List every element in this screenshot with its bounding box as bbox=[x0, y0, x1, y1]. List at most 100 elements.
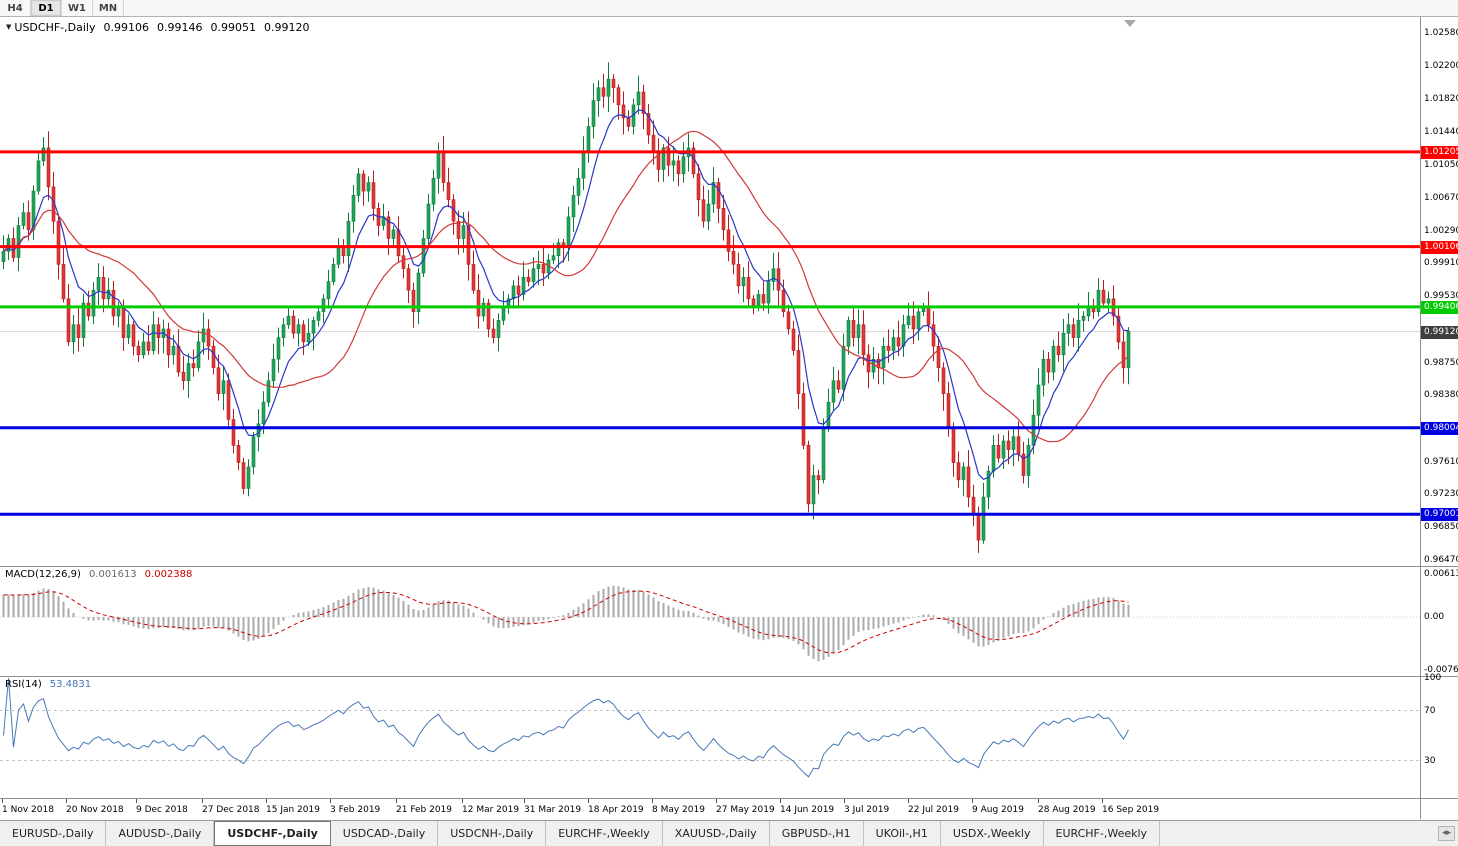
price-axis-label: 1.01820 bbox=[1424, 94, 1458, 104]
macd-axis-label: 0.00613 bbox=[1424, 569, 1458, 579]
date-label: 21 Feb 2019 bbox=[396, 805, 453, 815]
date-tick bbox=[908, 799, 909, 803]
price-axis-label: 1.01440 bbox=[1424, 127, 1458, 137]
date-label: 22 Jul 2019 bbox=[908, 805, 959, 815]
chevron-down-icon[interactable]: ▼ bbox=[6, 23, 12, 31]
chart-tab-usdchf-daily[interactable]: USDCHF-,Daily bbox=[214, 821, 331, 846]
date-tick bbox=[330, 799, 331, 803]
macd-signal-value: 0.002388 bbox=[144, 569, 193, 580]
date-label: 3 Feb 2019 bbox=[330, 805, 381, 815]
macd-title: MACD(12,26,9) bbox=[5, 569, 81, 580]
date-tick bbox=[202, 799, 203, 803]
price-axis-label: 0.96850 bbox=[1424, 522, 1458, 532]
high-value: 0.99146 bbox=[156, 21, 203, 34]
chart-tab-usdx-weekly[interactable]: USDX-,Weekly bbox=[941, 821, 1044, 846]
macd-axis-label: 0.00 bbox=[1424, 612, 1445, 622]
rsi-value: 53.4831 bbox=[49, 679, 92, 690]
date-label: 12 Mar 2019 bbox=[462, 805, 520, 815]
date-tick bbox=[66, 799, 67, 803]
price-axis-label: 0.98380 bbox=[1424, 390, 1458, 400]
chart-tab-ukoil-h1[interactable]: UKOil-,H1 bbox=[864, 821, 941, 846]
chart-tab-eurchf-weekly[interactable]: EURCHF-,Weekly bbox=[546, 821, 663, 846]
chart-tab-eurusd-daily[interactable]: EURUSD-,Daily bbox=[0, 821, 107, 846]
date-label: 31 Mar 2019 bbox=[524, 805, 582, 815]
panel-separator[interactable] bbox=[0, 676, 1458, 677]
macd-main-value: 0.001613 bbox=[88, 569, 137, 580]
timeframe-button-W1[interactable]: W1 bbox=[62, 0, 93, 16]
close-value: 0.99120 bbox=[263, 21, 310, 34]
rsi-header: RSI(14) 53.4831 bbox=[5, 679, 91, 690]
date-label: 1 Nov 2018 bbox=[2, 805, 54, 815]
panel-separator[interactable] bbox=[0, 566, 1458, 567]
chart-tab-usdcad-daily[interactable]: USDCAD-,Daily bbox=[331, 821, 439, 846]
timeframe-toolbar: H4 D1 W1 MN bbox=[0, 0, 1458, 17]
date-tick bbox=[716, 799, 717, 803]
price-axis[interactable]: 1.02580 1.02200 1.01820 1.01440 1.01050 1.006… bbox=[1421, 17, 1458, 819]
date-tick bbox=[972, 799, 973, 803]
price-axis-label: 1.00290 bbox=[1424, 226, 1458, 236]
price-tag: 1.00106 bbox=[1421, 241, 1458, 254]
price-axis-label: 1.00670 bbox=[1424, 193, 1458, 203]
date-label: 18 Apr 2019 bbox=[588, 805, 644, 815]
macd-indicator-chart[interactable] bbox=[0, 567, 1420, 676]
price-axis-label: 0.98750 bbox=[1424, 358, 1458, 368]
price-axis-label: 0.96470 bbox=[1424, 555, 1458, 565]
chart-tab-xauusd-daily[interactable]: XAUUSD-,Daily bbox=[663, 821, 770, 846]
date-tick bbox=[588, 799, 589, 803]
timeframe-button-H4[interactable]: H4 bbox=[0, 0, 31, 16]
macd-header: MACD(12,26,9) 0.001613 0.002388 bbox=[5, 569, 192, 580]
chart-ohlc-header: ▼ USDCHF-,Daily 0.99106 0.99146 0.99051 0.991… bbox=[6, 21, 309, 34]
date-label: 15 Jan 2019 bbox=[266, 805, 320, 815]
low-value: 0.99051 bbox=[210, 21, 256, 34]
price-tag: 0.99406 bbox=[1421, 301, 1458, 314]
date-tick bbox=[396, 799, 397, 803]
price-tag: 0.98004 bbox=[1421, 422, 1458, 435]
date-tick bbox=[652, 799, 653, 803]
date-label: 14 Jun 2019 bbox=[780, 805, 835, 815]
price-axis-separator bbox=[1420, 17, 1421, 819]
price-axis-label: 1.01050 bbox=[1424, 160, 1458, 170]
chart-tab-eurchf-weekly[interactable]: EURCHF-,Weekly bbox=[1044, 821, 1161, 846]
date-label: 8 May 2019 bbox=[652, 805, 705, 815]
date-label: 28 Aug 2019 bbox=[1038, 805, 1096, 815]
date-label: 16 Sep 2019 bbox=[1102, 805, 1160, 815]
timeframe-button-D1[interactable]: D1 bbox=[31, 0, 62, 16]
date-label: 27 Dec 2018 bbox=[202, 805, 260, 815]
date-label: 27 May 2019 bbox=[716, 805, 775, 815]
date-tick bbox=[1102, 799, 1103, 803]
date-tick bbox=[2, 799, 3, 803]
price-tag: 0.99120 bbox=[1421, 326, 1458, 339]
symbol-label: USDCHF-,Daily bbox=[14, 21, 96, 34]
tab-scroll-buttons[interactable]: ◂▸ bbox=[1437, 826, 1455, 841]
date-label: 3 Jul 2019 bbox=[844, 805, 890, 815]
chart-tab-usdcnh-daily[interactable]: USDCNH-,Daily bbox=[438, 821, 547, 846]
date-tick bbox=[780, 799, 781, 803]
date-tick bbox=[844, 799, 845, 803]
date-label: 9 Dec 2018 bbox=[136, 805, 188, 815]
price-tag: 0.97001 bbox=[1421, 508, 1458, 521]
main-price-chart[interactable] bbox=[0, 17, 1420, 566]
timeframe-button-MN[interactable]: MN bbox=[93, 0, 124, 16]
price-axis-label: 1.02580 bbox=[1424, 28, 1458, 38]
rsi-title: RSI(14) bbox=[5, 679, 42, 690]
date-tick bbox=[1038, 799, 1039, 803]
chart-tab-gbpusd-h1[interactable]: GBPUSD-,H1 bbox=[770, 821, 864, 846]
date-axis[interactable]: 1 Nov 2018 20 Nov 2018 9 Dec 2018 27 Dec 20… bbox=[0, 799, 1420, 819]
rsi-indicator-chart[interactable] bbox=[0, 677, 1420, 798]
timeframe-buttons: H4 D1 W1 MN bbox=[0, 0, 124, 16]
price-axis-label: 0.97610 bbox=[1424, 457, 1458, 467]
date-label: 9 Aug 2019 bbox=[972, 805, 1024, 815]
panel-separator bbox=[0, 798, 1458, 799]
rsi-axis-label: 100 bbox=[1424, 673, 1442, 683]
price-axis-label: 1.02200 bbox=[1424, 61, 1458, 71]
price-tag: 1.01205 bbox=[1421, 146, 1458, 159]
rsi-axis-label: 30 bbox=[1424, 756, 1436, 766]
date-tick bbox=[524, 799, 525, 803]
price-axis-label: 0.97230 bbox=[1424, 489, 1458, 499]
chart-tab-audusd-daily[interactable]: AUDUSD-,Daily bbox=[106, 821, 215, 846]
date-label: 20 Nov 2018 bbox=[66, 805, 124, 815]
date-tick bbox=[136, 799, 137, 803]
open-value: 0.99106 bbox=[103, 21, 149, 34]
